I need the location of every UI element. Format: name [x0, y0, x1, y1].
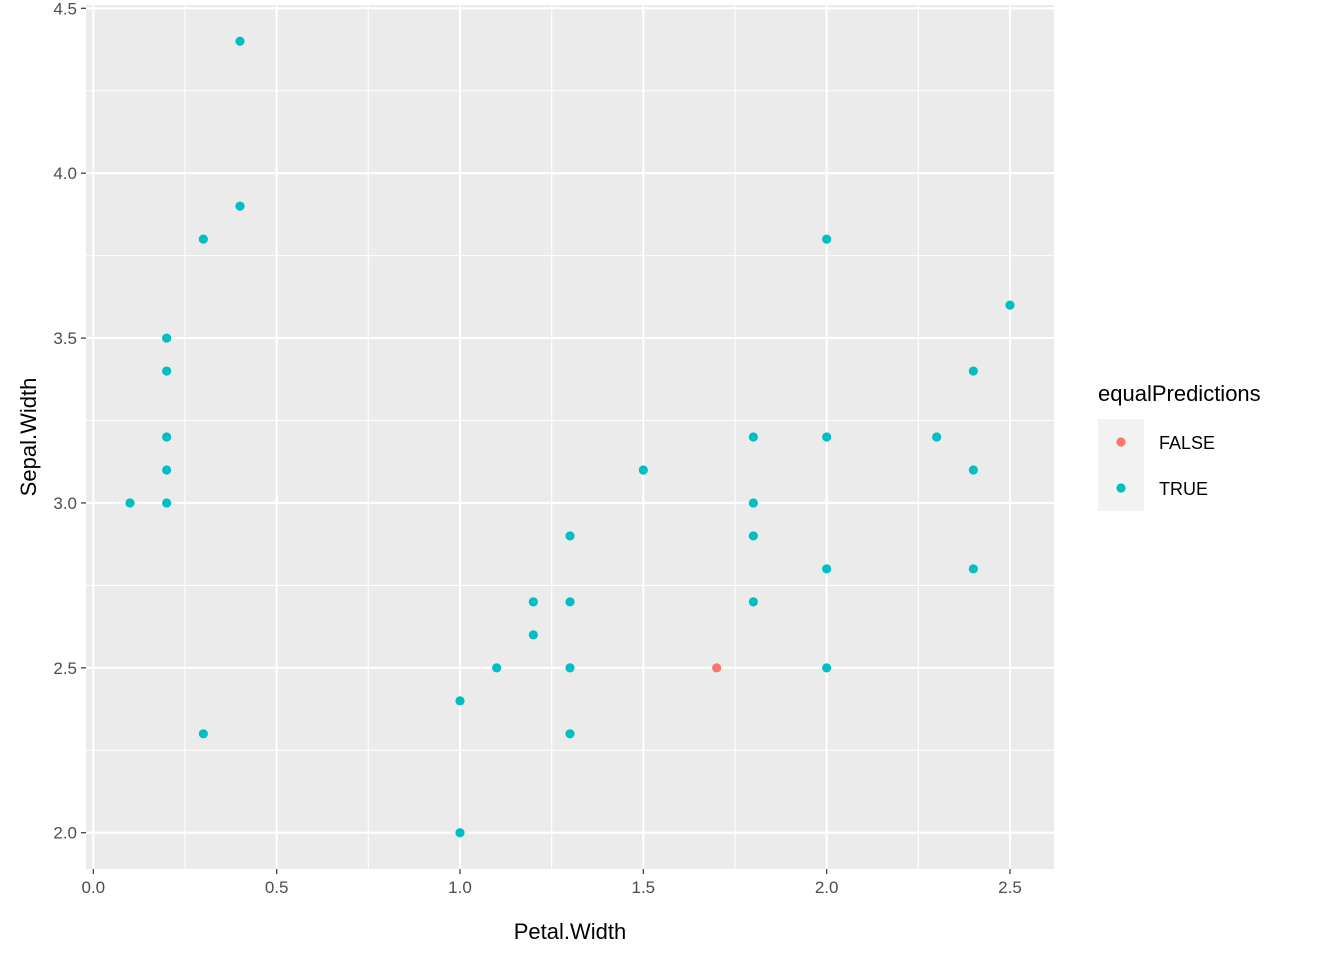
- legend-label-false: FALSE: [1159, 433, 1215, 453]
- point-true-2: [198, 234, 208, 244]
- point-true-5: [162, 432, 172, 442]
- point-true-21: [748, 498, 758, 508]
- x-tick-label-3: 1.5: [632, 878, 656, 897]
- point-true-18: [565, 729, 575, 739]
- minor-gridlines: [86, 5, 1054, 869]
- legend-key-point-false: [1116, 437, 1126, 447]
- point-true-9: [198, 729, 208, 739]
- point-true-25: [822, 432, 832, 442]
- point-true-6: [162, 465, 172, 475]
- y-tick-label-4: 4.0: [53, 164, 77, 183]
- point-true-0: [235, 36, 245, 46]
- y-tick-label-0: 2.0: [53, 824, 77, 843]
- point-true-3: [162, 333, 172, 343]
- point-true-26: [822, 564, 832, 574]
- legend-keys: FALSE TRUE: [1098, 419, 1215, 511]
- y-axis-title: Sepal.Width: [16, 378, 41, 497]
- point-true-17: [565, 663, 575, 673]
- y-tick-label-2: 3.0: [53, 494, 77, 513]
- legend-key-point-true: [1116, 483, 1126, 493]
- y-tick-label-1: 2.5: [53, 659, 77, 678]
- point-true-28: [932, 432, 942, 442]
- y-axis: 2.0 2.5 3.0 3.5 4.0 4.5: [53, 0, 86, 843]
- point-true-7: [162, 498, 172, 508]
- point-true-23: [748, 597, 758, 607]
- y-tick-label-5: 4.5: [53, 0, 77, 18]
- legend-title: equalPredictions: [1098, 381, 1261, 406]
- point-true-27: [822, 663, 832, 673]
- y-tick-label-3: 3.5: [53, 329, 77, 348]
- point-true-1: [235, 201, 245, 211]
- data-points: [125, 36, 1015, 838]
- x-tick-label-0: 0.0: [82, 878, 106, 897]
- x-tick-label-2: 1.0: [448, 878, 472, 897]
- point-true-8: [125, 498, 135, 508]
- x-axis-title: Petal.Width: [514, 919, 627, 944]
- point-true-4: [162, 366, 172, 376]
- point-true-11: [455, 828, 465, 838]
- x-axis: 0.0 0.5 1.0 1.5 2.0 2.5: [82, 869, 1022, 897]
- point-true-31: [968, 564, 978, 574]
- point-true-13: [528, 597, 538, 607]
- point-true-19: [638, 465, 648, 475]
- point-true-15: [565, 531, 575, 541]
- x-tick-label-4: 2.0: [815, 878, 839, 897]
- point-true-20: [748, 432, 758, 442]
- point-true-22: [748, 531, 758, 541]
- x-tick-label-1: 0.5: [265, 878, 289, 897]
- point-true-29: [968, 366, 978, 376]
- legend-label-true: TRUE: [1159, 479, 1208, 499]
- point-true-12: [492, 663, 502, 673]
- point-true-10: [455, 696, 465, 706]
- point-true-24: [822, 234, 832, 244]
- plot-panel: [86, 5, 1054, 869]
- point-true-16: [565, 597, 575, 607]
- point-true-30: [968, 465, 978, 475]
- point-false-0: [712, 663, 722, 673]
- point-true-14: [528, 630, 538, 640]
- legend: equalPredictions FALSE TRUE: [1098, 381, 1261, 511]
- point-true-32: [1005, 300, 1015, 310]
- x-tick-label-5: 2.5: [998, 878, 1022, 897]
